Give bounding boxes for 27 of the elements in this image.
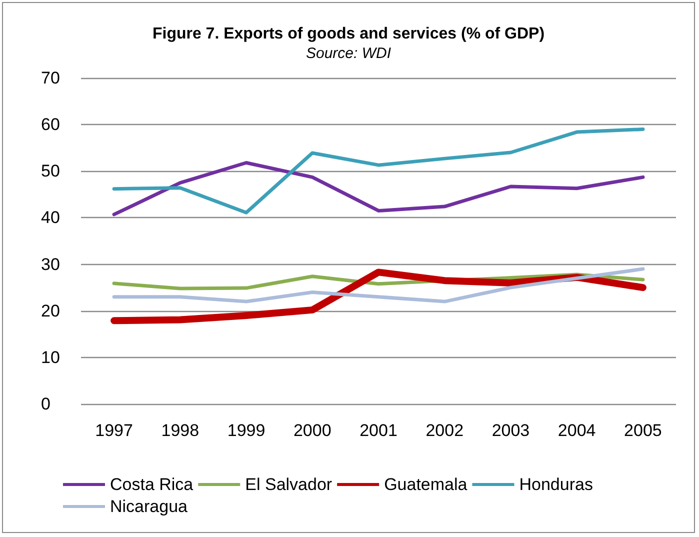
x-tick-label: 1997 [95,421,133,440]
y-tick-label: 30 [41,254,60,274]
legend-label: Costa Rica [110,475,194,494]
x-tick-label: 2002 [426,421,464,440]
x-tick-label: 2004 [558,421,596,440]
y-tick-label: 20 [41,301,60,320]
x-tick-label: 1998 [161,421,200,440]
x-tick-label: 2005 [624,421,662,440]
x-tick-label: 2003 [492,421,530,440]
line-series [112,161,645,216]
y-tick-label: 50 [41,162,60,181]
y-tick-label: 0 [41,394,50,414]
chart-subtitle: Source: WDI [306,45,392,62]
line-series [112,267,645,304]
legend-label: Nicaragua [110,497,188,516]
y-tick-label: 70 [41,68,60,88]
x-tick-label: 2000 [293,421,332,440]
x-tick-label: 1999 [227,421,266,440]
chart-title: Figure 7. Exports of goods and services (% of GDP) [152,26,545,42]
legend-label: Guatemala [384,475,468,494]
legend-label: Honduras [519,475,593,494]
y-tick-label: 60 [41,115,60,134]
y-tick-label: 10 [41,348,60,367]
line-series [112,127,645,214]
x-tick-label: 2001 [360,421,398,440]
y-tick-label: 40 [41,208,60,228]
legend-label: El Salvador [245,475,332,494]
